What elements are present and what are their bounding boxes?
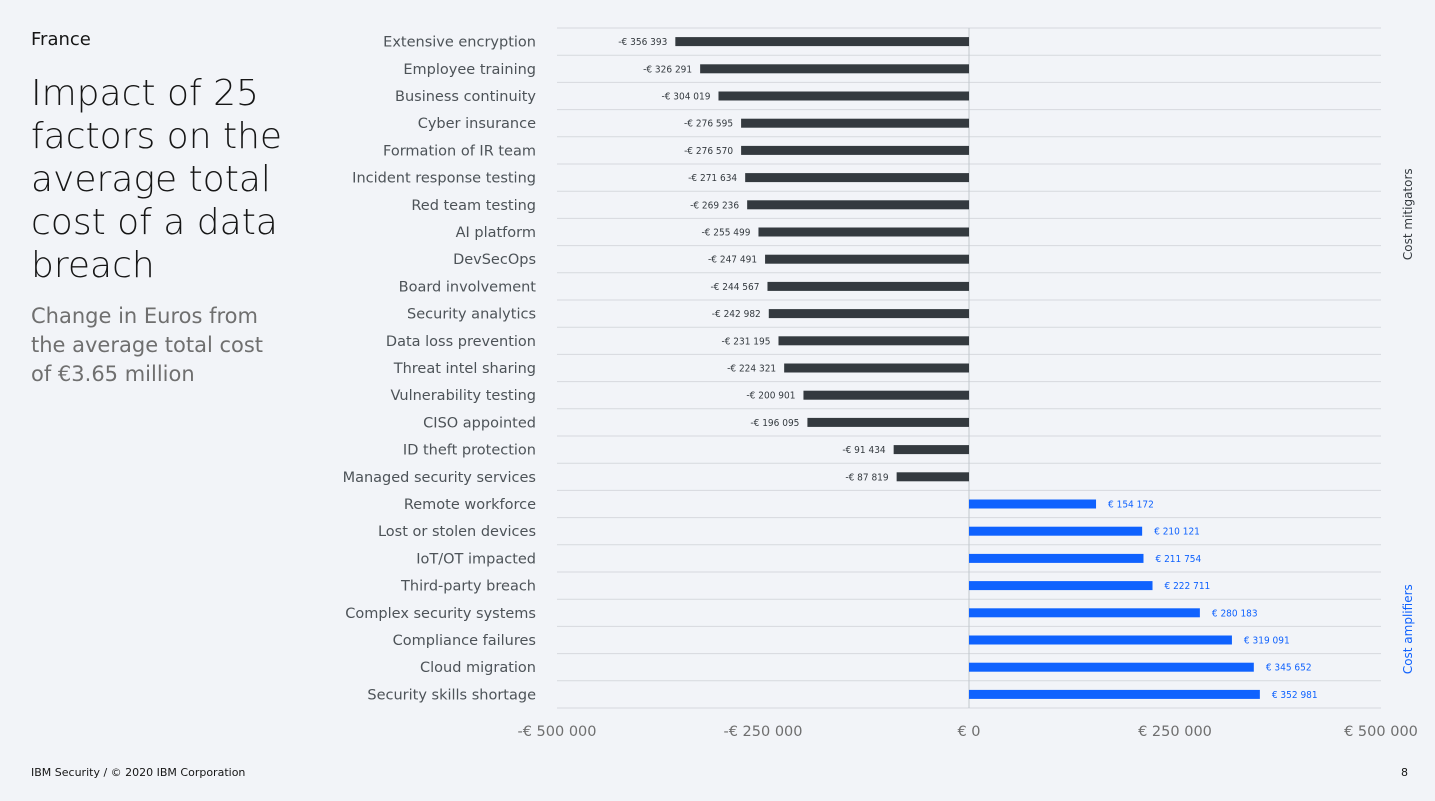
bar	[768, 309, 969, 319]
data-label: -€ 200 901	[746, 391, 795, 402]
page-subtitle: Change in Euros from the average total c…	[31, 304, 264, 386]
category-label: Data loss prevention	[386, 334, 536, 350]
bar	[969, 608, 1200, 618]
data-label: -€ 196 095	[750, 418, 799, 429]
bar	[741, 118, 969, 128]
data-label: € 211 754	[1155, 554, 1201, 565]
category-label: Extensive encryption	[383, 35, 536, 51]
bar	[784, 363, 969, 373]
category-label: AI platform	[456, 225, 536, 241]
bar	[807, 417, 969, 427]
category-label: Employee training	[403, 62, 536, 78]
data-label: € 222 711	[1165, 581, 1211, 592]
category-label: Third-party breach	[400, 579, 536, 595]
category-label: Remote workforce	[404, 497, 536, 513]
x-tick-label: -€ 500 000	[517, 724, 596, 740]
x-tick-label: € 500 000	[1344, 724, 1418, 740]
category-label: CISO appointed	[423, 415, 536, 431]
category-label: DevSecOps	[453, 252, 536, 268]
page-title: Impact of 25 factors on the average tota…	[31, 73, 283, 286]
category-label: Threat intel sharing	[393, 361, 536, 377]
data-label: -€ 255 499	[701, 228, 750, 239]
x-tick-label: -€ 250 000	[723, 724, 802, 740]
group-label: Cost mitigators	[1401, 168, 1415, 260]
bar	[969, 526, 1143, 536]
bar	[893, 445, 969, 455]
bar	[718, 91, 969, 101]
category-label: Cyber insurance	[418, 116, 536, 132]
bar	[747, 200, 969, 210]
data-label: -€ 276 595	[684, 119, 733, 130]
data-label: -€ 242 982	[712, 309, 761, 320]
data-label: -€ 244 567	[710, 282, 759, 293]
category-label: Business continuity	[395, 89, 536, 105]
x-tick-label: € 0	[957, 724, 980, 740]
category-label: Board involvement	[399, 279, 537, 295]
category-label: Managed security services	[343, 470, 536, 486]
footer-copyright: IBM Security / © 2020 IBM Corporation	[31, 766, 246, 779]
data-label: -€ 326 291	[643, 64, 692, 75]
bar	[969, 662, 1254, 672]
bar	[803, 390, 969, 400]
bar	[765, 254, 969, 264]
data-label: -€ 269 236	[690, 200, 739, 211]
data-label: € 319 091	[1244, 636, 1290, 647]
bar	[745, 173, 969, 183]
data-label: -€ 91 434	[842, 445, 886, 456]
data-label: -€ 247 491	[708, 255, 757, 266]
category-label: Complex security systems	[345, 606, 536, 622]
page-number: 8	[1401, 766, 1408, 779]
data-label: -€ 276 570	[684, 146, 733, 157]
category-label: Lost or stolen devices	[378, 524, 536, 540]
data-label: -€ 304 019	[661, 92, 710, 103]
category-label: ID theft protection	[403, 443, 536, 459]
data-label: -€ 87 819	[845, 472, 889, 483]
data-label: € 154 172	[1108, 500, 1154, 511]
category-label: Vulnerability testing	[390, 388, 536, 404]
group-label: Cost amplifiers	[1401, 584, 1415, 674]
bar	[741, 145, 969, 155]
bar	[700, 64, 969, 74]
bar	[758, 227, 969, 237]
data-label: € 280 183	[1212, 608, 1258, 619]
category-label: Cloud migration	[420, 660, 536, 676]
data-label: -€ 356 393	[618, 37, 667, 48]
bar	[969, 499, 1097, 509]
bar	[767, 281, 969, 291]
data-label: -€ 271 634	[688, 173, 737, 184]
category-label: Formation of IR team	[383, 143, 536, 159]
data-label: € 345 652	[1266, 663, 1312, 674]
category-label: Security analytics	[407, 307, 536, 323]
bar	[969, 689, 1260, 699]
data-label: € 210 121	[1154, 527, 1200, 538]
bar	[969, 553, 1144, 563]
bar	[778, 336, 969, 346]
x-tick-label: € 250 000	[1138, 724, 1212, 740]
category-label: Red team testing	[411, 198, 536, 214]
category-label: Security skills shortage	[367, 687, 536, 703]
data-label: € 352 981	[1272, 690, 1318, 701]
category-label: Incident response testing	[352, 171, 536, 187]
country-label: France	[31, 29, 91, 50]
data-label: -€ 224 321	[727, 364, 776, 375]
category-label: Compliance failures	[393, 633, 536, 649]
bar	[969, 635, 1232, 645]
bar	[896, 472, 969, 482]
bar	[675, 37, 969, 47]
bar	[969, 581, 1153, 591]
data-label: -€ 231 195	[721, 336, 770, 347]
category-label: IoT/OT impacted	[416, 551, 536, 567]
